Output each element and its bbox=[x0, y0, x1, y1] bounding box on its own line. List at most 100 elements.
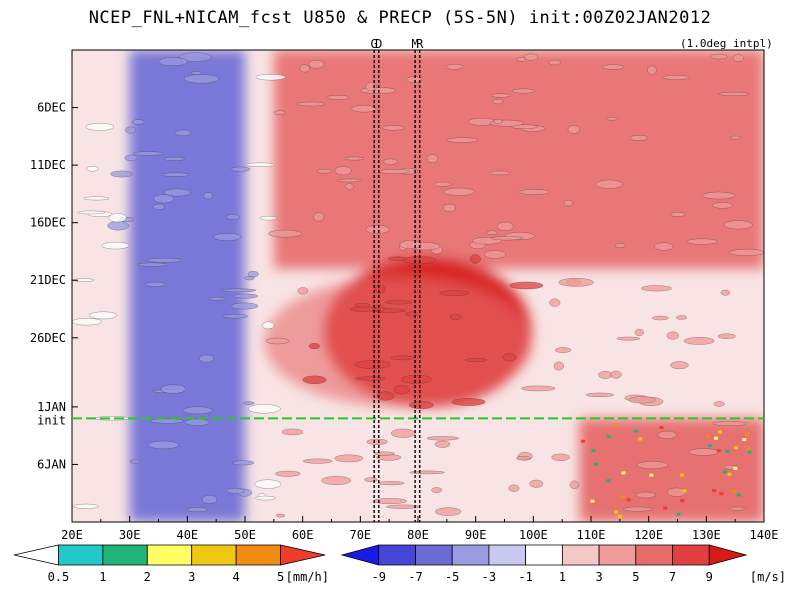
precip-colorbar-swatch bbox=[13, 544, 59, 566]
precip-dot bbox=[733, 446, 738, 450]
precip-dot bbox=[606, 435, 611, 439]
speckle bbox=[259, 215, 277, 221]
speckle bbox=[393, 384, 410, 395]
x-tick-label: 70E bbox=[349, 528, 371, 542]
speckle bbox=[137, 262, 168, 267]
x-tick-label: 50E bbox=[234, 528, 256, 542]
speckle bbox=[334, 166, 352, 176]
speckle bbox=[634, 328, 644, 336]
speckle bbox=[108, 213, 127, 223]
precip-dot bbox=[719, 492, 724, 496]
speckle bbox=[605, 116, 619, 121]
speckle bbox=[718, 92, 750, 96]
feature-0 bbox=[129, 50, 245, 522]
precip-dot bbox=[746, 447, 751, 451]
speckle bbox=[233, 293, 259, 299]
precip-dot bbox=[705, 434, 710, 438]
speckle bbox=[297, 101, 325, 107]
speckle bbox=[334, 454, 364, 463]
precip-colorbar-swatch bbox=[58, 544, 104, 566]
speckle bbox=[365, 224, 390, 234]
speckle bbox=[254, 495, 276, 501]
precip-dot bbox=[736, 493, 741, 497]
speckle bbox=[666, 331, 680, 340]
speckle bbox=[662, 75, 690, 80]
y-tick-label: 1JAN bbox=[37, 400, 66, 414]
x-tick-label: 110E bbox=[577, 528, 606, 542]
speckle bbox=[132, 151, 164, 156]
speckle bbox=[265, 337, 290, 345]
speckle bbox=[153, 203, 165, 210]
speckle bbox=[299, 64, 310, 73]
speckle bbox=[464, 358, 487, 363]
speckle bbox=[548, 59, 561, 66]
precip-dot bbox=[606, 479, 611, 483]
speckle bbox=[316, 168, 333, 174]
speckle bbox=[602, 64, 624, 70]
speckle bbox=[146, 257, 182, 263]
precip-dot bbox=[676, 512, 681, 516]
speckle bbox=[598, 370, 613, 379]
chart-title: NCEP_FNL+NICAM_fcst U850 & PRECP (5S-5N)… bbox=[88, 8, 712, 28]
speckle bbox=[374, 451, 395, 456]
x-tick-label: 130E bbox=[692, 528, 721, 542]
speckle bbox=[610, 370, 622, 379]
speckle bbox=[308, 342, 320, 350]
u850-colorbar-tick: 5 bbox=[632, 570, 639, 584]
precip-dot bbox=[615, 424, 620, 428]
speckle bbox=[484, 250, 506, 259]
speckle bbox=[439, 290, 470, 296]
speckle bbox=[717, 333, 736, 340]
speckle bbox=[255, 73, 286, 81]
speckle bbox=[595, 179, 623, 189]
speckle bbox=[683, 337, 715, 345]
marker-label: G bbox=[371, 37, 378, 51]
speckle bbox=[275, 470, 301, 477]
speckle bbox=[567, 125, 580, 134]
speckle bbox=[390, 428, 416, 438]
speckle bbox=[281, 428, 304, 436]
speckle bbox=[729, 135, 742, 140]
speckle bbox=[443, 187, 475, 196]
speckle bbox=[385, 300, 413, 305]
speckle bbox=[131, 119, 145, 125]
u850-colorbar-tick: 7 bbox=[669, 570, 676, 584]
x-tick-label: 100E bbox=[519, 528, 548, 542]
x-tick-label: 140E bbox=[750, 528, 779, 542]
speckle bbox=[549, 298, 561, 307]
speckle bbox=[493, 119, 503, 124]
speckle bbox=[321, 476, 352, 486]
y-tick-label: 26DEC bbox=[30, 331, 66, 345]
speckle bbox=[345, 183, 354, 190]
speckle bbox=[426, 436, 459, 441]
speckle bbox=[654, 242, 674, 251]
speckle bbox=[179, 52, 212, 62]
u850-colorbar-tick: 9 bbox=[706, 570, 713, 584]
u850-colorbar-swatch bbox=[598, 544, 637, 566]
contour-speckles bbox=[72, 52, 764, 518]
speckle bbox=[366, 438, 388, 445]
speckle bbox=[145, 281, 166, 287]
x-axis: 20E 30E 40E 50E 60E 70E 80E 90E 100E 110E 120E 130E… bbox=[61, 516, 778, 542]
speckle bbox=[496, 221, 514, 232]
precip-dot bbox=[626, 498, 631, 502]
speckle bbox=[77, 210, 106, 215]
precip-dot bbox=[716, 449, 721, 453]
speckle bbox=[521, 385, 556, 392]
precip-dot bbox=[591, 449, 596, 453]
speckle bbox=[351, 105, 377, 113]
speckle bbox=[107, 220, 129, 231]
speckle bbox=[244, 276, 255, 281]
precip-dot bbox=[707, 444, 712, 448]
y-tick-label: 6JAN bbox=[37, 457, 66, 471]
speckle bbox=[276, 513, 285, 518]
speckle bbox=[199, 354, 215, 363]
speckle bbox=[273, 110, 286, 115]
speckle bbox=[449, 313, 462, 320]
speckle bbox=[641, 285, 672, 292]
y-tick-label: 6DEC bbox=[37, 101, 66, 115]
speckle bbox=[308, 59, 325, 69]
speckle bbox=[83, 196, 110, 201]
speckle bbox=[85, 123, 115, 131]
speckle bbox=[203, 192, 213, 200]
